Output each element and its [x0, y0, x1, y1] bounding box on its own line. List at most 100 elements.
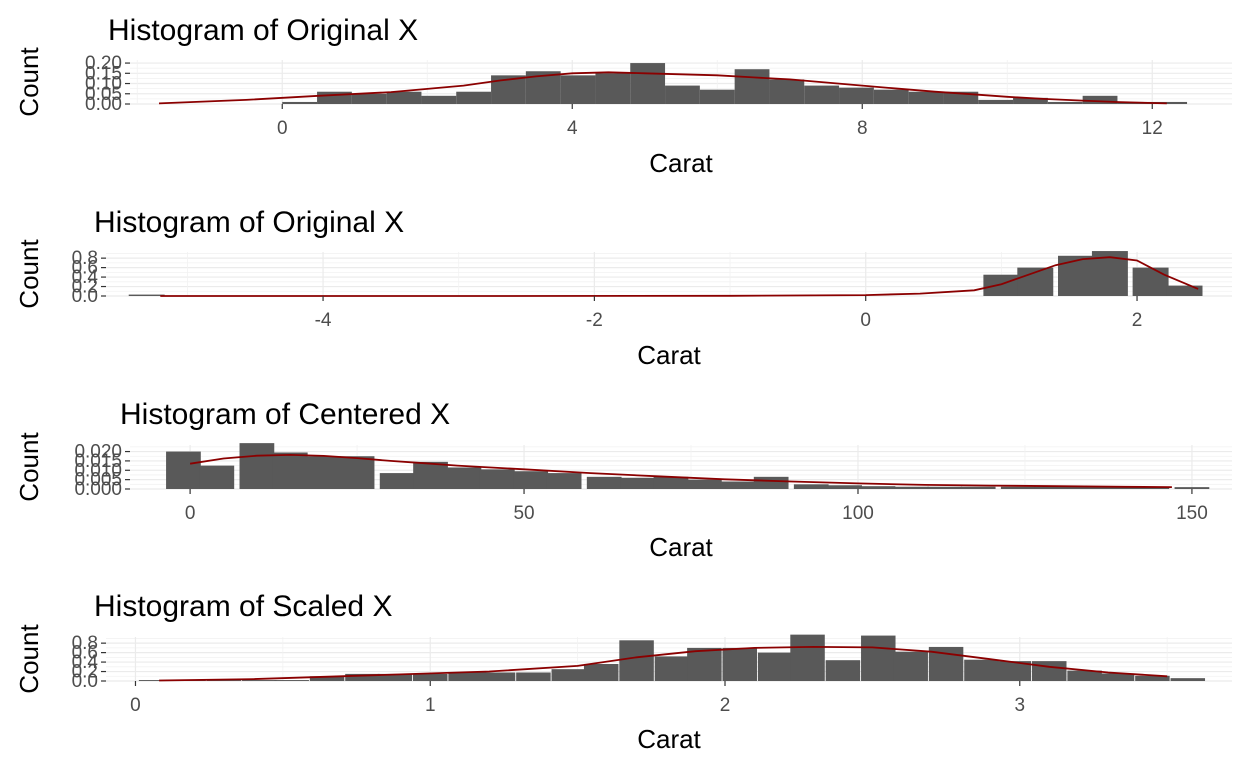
x-tick-label: 0: [130, 695, 141, 716]
x-tick-label: 1: [425, 695, 436, 716]
x-tick-label: 3: [1014, 695, 1025, 716]
x-axis-label: Carat: [637, 724, 701, 754]
chart-title: Histogram of Scaled X: [94, 590, 392, 623]
histogram-bar: [769, 79, 805, 104]
x-tick-label: 50: [513, 503, 534, 524]
histogram-bar: [630, 63, 666, 104]
histogram-bar: [309, 676, 345, 681]
histogram-bar: [687, 647, 722, 681]
y-tick-label: 0.8: [72, 633, 98, 654]
histogram-bar: [586, 476, 622, 489]
x-tick-label: 0: [185, 503, 196, 524]
chart-title: Histogram of Original X: [108, 14, 418, 47]
histogram-bar: [551, 669, 587, 681]
histogram-bar: [1034, 486, 1070, 489]
histogram-bar: [893, 651, 928, 681]
histogram-bars: [166, 443, 1210, 489]
histogram-bar: [1166, 285, 1203, 296]
x-tick-label: 8: [857, 118, 868, 139]
y-axis-label: Count: [14, 47, 44, 117]
histogram-bar: [456, 91, 492, 104]
x-tick-label: 4: [567, 118, 578, 139]
histogram-bars: [138, 634, 1206, 681]
chart-title: Histogram of Original X: [94, 206, 404, 239]
histogram-bar: [560, 75, 596, 104]
y-tick-label: 0.00: [85, 94, 122, 115]
histogram-bar: [138, 680, 174, 681]
histogram-bar: [1013, 97, 1048, 104]
y-tick-label: 0.05: [85, 84, 122, 105]
histogram-bar: [421, 95, 457, 104]
x-tick-label: 100: [842, 503, 874, 524]
histogram-bar: [860, 486, 896, 489]
histogram-bar: [825, 660, 861, 681]
histogram-bar: [379, 473, 415, 489]
density-line: [158, 71, 1167, 105]
y-tick-label: 0.15: [85, 63, 122, 84]
histogram-bar: [166, 451, 201, 489]
histogram-bar: [699, 89, 735, 104]
histogram-bar: [873, 89, 909, 104]
density-line: [159, 645, 1168, 682]
histogram-bar: [1099, 673, 1135, 681]
x-axis-label: Carat: [649, 532, 713, 562]
histogram-bar: [199, 465, 235, 489]
density-line: [160, 256, 1199, 297]
histogram-bar: [757, 652, 793, 681]
histogram-bar: [720, 481, 756, 489]
panel-original-x-1: 0.000.050.100.150.20 0 4 8 12 Carat Count Histo…: [14, 14, 1232, 178]
y-tick-label: 0.20: [85, 53, 122, 74]
y-tick-label: 0.2: [72, 662, 98, 683]
histogram-bar: [1047, 101, 1083, 104]
histogram-bar: [927, 486, 963, 489]
histogram-bar: [1134, 486, 1170, 489]
histogram-bar: [978, 99, 1014, 104]
histogram-bar: [654, 656, 690, 681]
histogram-bar: [1101, 486, 1136, 489]
histogram-bar: [412, 673, 448, 681]
histogram-bar: [274, 680, 309, 681]
histogram-bar: [722, 647, 757, 681]
y-tick-label: 0.000: [74, 479, 122, 500]
histogram-bar: [306, 456, 342, 489]
histogram-bar: [1067, 670, 1102, 681]
histogram-bar: [446, 467, 482, 489]
histogram-bar: [516, 672, 551, 681]
x-tick-label: 12: [1142, 118, 1163, 139]
histogram-bar: [345, 673, 380, 681]
y-tick-label: 0.020: [74, 442, 122, 463]
histogram-bar: [790, 634, 825, 681]
histogram-bar: [894, 486, 929, 489]
histogram-bar: [734, 69, 770, 104]
y-tick-label: 0.0: [72, 286, 98, 307]
histogram-bar: [753, 476, 789, 489]
histogram-bar: [1032, 661, 1067, 681]
x-axis-label: Carat: [637, 340, 701, 370]
x-tick-label: 2: [720, 695, 731, 716]
chart-title: Histogram of Centered X: [120, 398, 450, 431]
x-tick-label: -4: [315, 310, 332, 331]
histogram-bar: [583, 663, 619, 681]
histogram-bar: [653, 476, 689, 489]
histogram-bar: [620, 477, 655, 489]
histogram-bar: [1000, 486, 1036, 489]
histogram-bar: [351, 93, 387, 104]
x-tick-label: -2: [586, 310, 603, 331]
x-tick-label: 0: [277, 118, 288, 139]
histogram-bar: [479, 469, 515, 489]
histogram-bar: [206, 680, 242, 681]
histogram-bar: [996, 661, 1032, 681]
panel-scaled-x: 0.00.20.40.60.8 0 1 2 3 Carat Count Histogram o…: [14, 590, 1232, 754]
histogram-bars: [282, 63, 1188, 104]
histogram-bar: [339, 456, 375, 489]
histogram-bar: [480, 672, 516, 681]
y-axis-label: Count: [14, 624, 44, 694]
y-axis-label: Count: [14, 239, 44, 309]
y-tick-label: 0.6: [72, 258, 98, 279]
histogram-bar: [282, 101, 318, 104]
histogram-bar: [448, 672, 483, 681]
y-tick-label: 0.2: [72, 277, 98, 298]
y-tick-label: 0.10: [85, 74, 122, 95]
